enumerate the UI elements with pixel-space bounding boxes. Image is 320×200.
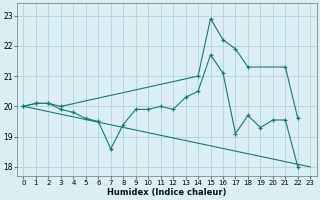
X-axis label: Humidex (Indice chaleur): Humidex (Indice chaleur) — [107, 188, 227, 197]
